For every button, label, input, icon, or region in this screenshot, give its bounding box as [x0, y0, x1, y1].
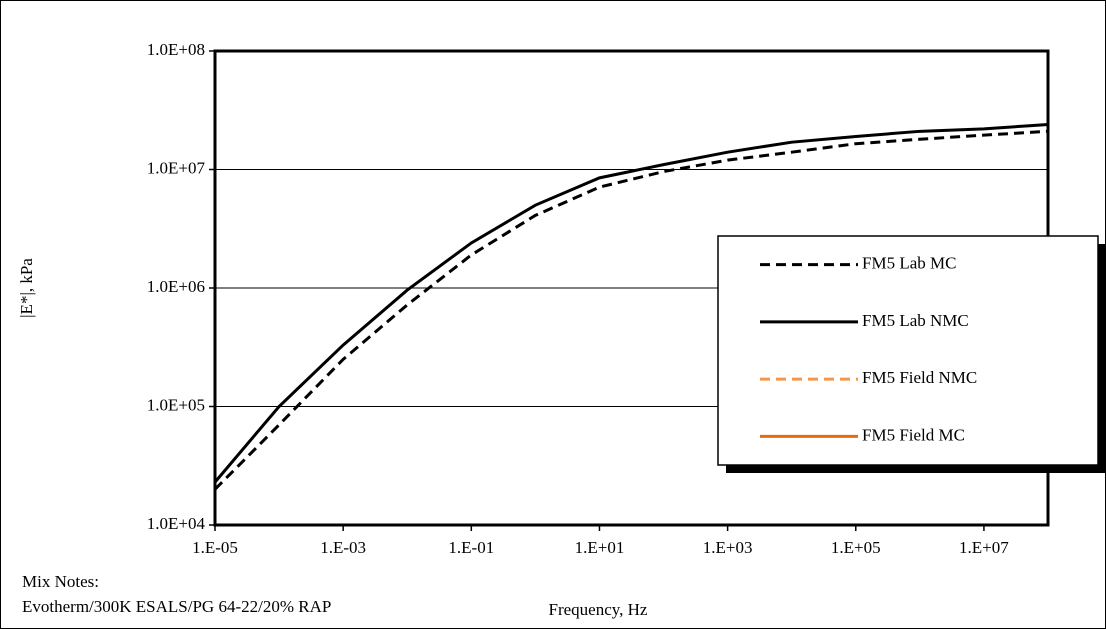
x-axis-label: Frequency, Hz [549, 600, 648, 619]
x-tick-label: 1.E+01 [575, 538, 625, 557]
y-tick-label: 1.0E+07 [147, 158, 206, 177]
x-tick-label: 1.E+03 [703, 538, 753, 557]
legend [717, 235, 1099, 466]
annotation: Evotherm/300K ESALS/PG 64-22/20% RAP [22, 597, 331, 616]
x-tick-label: 1.E-05 [192, 538, 238, 557]
legend-label: FM5 Field MC [862, 425, 965, 444]
y-tick-label: 1.0E+06 [147, 277, 205, 296]
annotation: Mix Notes: [22, 572, 99, 591]
x-tick-label: 1.E-01 [448, 538, 494, 557]
y-axis-label: |E*|, kPa [17, 258, 36, 318]
legend-label: FM5 Lab MC [862, 254, 956, 273]
series-line [213, 129, 1049, 491]
x-tick-label: 1.E+05 [831, 538, 881, 557]
x-tick-label: 1.E+07 [959, 538, 1009, 557]
y-tick-label: 1.0E+08 [147, 40, 205, 59]
x-tick-label: 1.E-03 [320, 538, 366, 557]
series-line [213, 122, 1049, 484]
legend-label: FM5 Lab NMC [862, 311, 969, 330]
y-tick-label: 1.0E+05 [147, 395, 205, 414]
y-tick-label: 1.0E+04 [147, 514, 206, 533]
legend-label: FM5 Field NMC [862, 368, 977, 387]
